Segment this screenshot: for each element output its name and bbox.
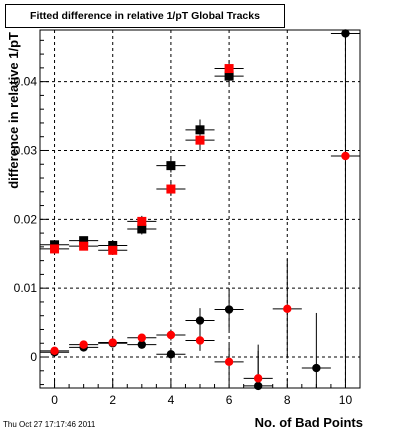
- x-tick-label: 6: [226, 393, 233, 407]
- data-point-circle: [137, 340, 147, 349]
- data-point-circle: [195, 336, 205, 345]
- data-point-circle: [166, 350, 176, 359]
- data-point-square: [137, 216, 147, 226]
- series-3: [40, 30, 360, 388]
- data-point-circle: [341, 151, 350, 161]
- x-tick-label: 2: [109, 393, 116, 407]
- data-point-circle: [195, 316, 205, 325]
- data-point-square: [108, 245, 118, 255]
- data-point-circle: [50, 346, 59, 356]
- data-point-square: [166, 161, 176, 171]
- x-tick-label: 0: [51, 393, 58, 407]
- data-point-circle: [224, 305, 234, 314]
- x-axis-title: No. of Bad Points: [255, 415, 363, 430]
- x-tick-label: 8: [284, 393, 291, 407]
- data-points: [40, 29, 360, 391]
- data-point-square: [166, 184, 176, 194]
- data-point-circle: [312, 363, 321, 373]
- data-point-circle: [224, 357, 234, 367]
- timestamp: Thu Oct 27 17:17:46 2011: [3, 420, 96, 429]
- chart-title-box: Fitted difference in relative 1/pT Globa…: [5, 4, 285, 28]
- data-point-circle: [283, 304, 292, 314]
- data-point-circle: [166, 330, 176, 340]
- y-tick-label: 0.03: [14, 143, 38, 157]
- axis-ticks: 0 2 4 6 8 10 0 0.01 0.02 0.03 0.04: [14, 39, 353, 407]
- y-tick-label: 0: [30, 350, 37, 364]
- data-point-square: [137, 224, 147, 234]
- data-point-circle: [79, 340, 88, 349]
- grid: [40, 30, 360, 388]
- x-tick-label: 4: [168, 393, 175, 407]
- data-point-circle: [253, 374, 263, 383]
- data-point-square: [224, 64, 234, 74]
- data-point-square: [79, 241, 89, 251]
- y-tick-label: 0.01: [14, 281, 38, 295]
- chart-title: Fitted difference in relative 1/pT Globa…: [30, 10, 260, 22]
- data-point-circle: [137, 333, 147, 342]
- series-1: [40, 60, 244, 255]
- y-tick-label: 0.04: [14, 75, 38, 89]
- y-axis-title: difference in relative 1/pT: [6, 32, 21, 189]
- data-point-square: [50, 244, 60, 254]
- data-point-square: [195, 135, 205, 145]
- y-tick-label: 0.02: [14, 212, 38, 226]
- data-point-circle: [108, 338, 117, 347]
- data-point-square: [79, 236, 89, 246]
- x-tick-label: 10: [339, 393, 353, 407]
- data-point-square: [108, 240, 118, 250]
